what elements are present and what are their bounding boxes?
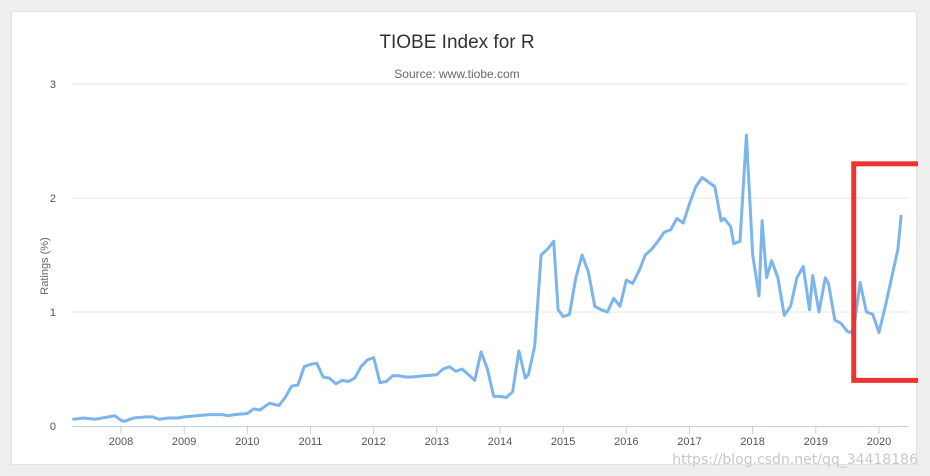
x-tick-label: 2016	[614, 436, 638, 448]
y-tick-label: 2	[50, 193, 56, 205]
x-tick-label: 2014	[488, 436, 512, 448]
y-tick-label: 3	[50, 79, 56, 91]
x-tick-label: 2008	[109, 436, 133, 448]
chart-card: 0 1 2 3 2008 2009 2010 2011 2012 2013 2014 2015 2016…	[11, 11, 918, 465]
watermark: https://blog.csdn.net/qq_34418186	[672, 452, 918, 468]
x-tick-label: 2017	[677, 436, 701, 448]
x-tick-label: 2020	[867, 436, 891, 448]
y-axis-label: Ratings (%)	[39, 237, 51, 295]
y-tick-label: 0	[50, 421, 56, 433]
series-line	[72, 133, 903, 423]
x-tick-label: 2013	[425, 436, 449, 448]
x-tick-label: 2011	[299, 436, 323, 448]
highlight-box	[851, 161, 918, 383]
chart-subtitle: Source: www.tiobe.com	[394, 67, 520, 81]
x-tick-label: 2015	[551, 436, 575, 448]
chart-plot: 0 1 2 3 2008 2009 2010 2011 2012 2013 2014 2015 2016…	[50, 79, 918, 448]
x-tick-label: 2009	[172, 436, 196, 448]
x-tick-label: 2012	[361, 436, 385, 448]
y-tick-label: 1	[50, 307, 56, 319]
chart-title: TIOBE Index for R	[379, 32, 535, 53]
x-tick-label: 2018	[740, 436, 764, 448]
x-tick-label: 2010	[235, 436, 259, 448]
x-tick-label: 2019	[804, 436, 828, 448]
